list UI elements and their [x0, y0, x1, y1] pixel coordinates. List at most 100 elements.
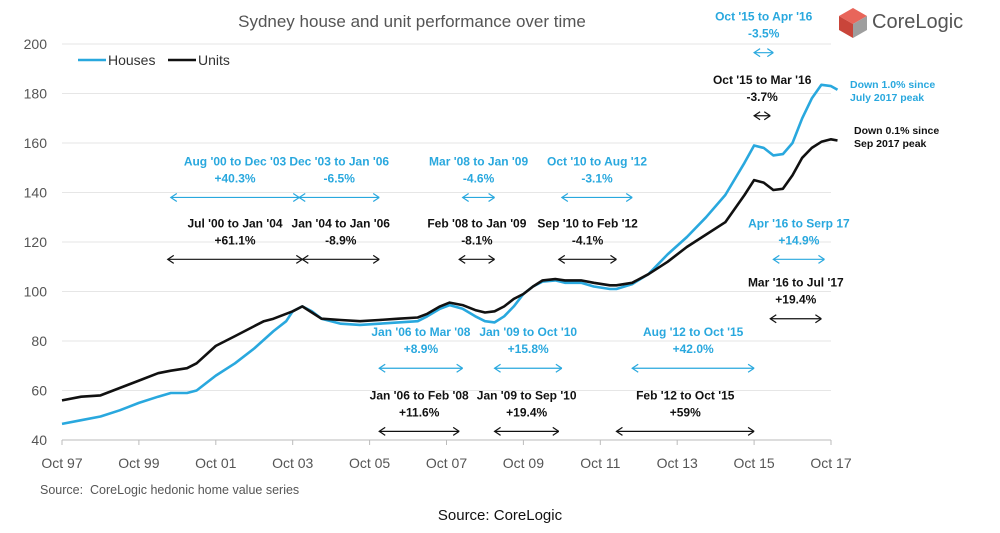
x-tick-label: Oct 15 — [733, 455, 774, 471]
annotation-arrowhead — [763, 111, 771, 121]
annotation-arrowhead — [552, 426, 560, 436]
annotation-arrowhead — [493, 426, 501, 436]
annotation-arrowhead — [298, 192, 306, 202]
annotation-period: Jan '06 to Mar '08 — [371, 325, 470, 339]
annotation-arrowhead — [772, 254, 780, 264]
legend: Houses Units — [78, 52, 230, 68]
annotation-period: Oct '15 to Mar '16 — [713, 73, 812, 87]
x-tick-label: Oct 11 — [580, 455, 620, 471]
annotation-arrowhead — [452, 426, 460, 436]
annotation-arrowhead — [560, 192, 569, 202]
annotation-arrowhead — [166, 254, 175, 264]
annotation-period: Jul '00 to Jan '04 — [187, 216, 282, 230]
annotation-arrowhead — [292, 192, 300, 202]
annotation-arrowhead — [769, 314, 777, 324]
x-tick-label: Oct 17 — [810, 455, 851, 471]
annotation-arrowhead — [766, 48, 774, 58]
annotation-period: Feb '08 to Jan '09 — [427, 216, 526, 230]
annotation-arrowhead — [747, 363, 755, 373]
annotation-change: +19.4% — [506, 405, 547, 419]
x-tick-label: Oct 13 — [657, 455, 698, 471]
annotation-period: Jan '04 to Jan '06 — [292, 216, 391, 230]
annotation-period: Sep '10 to Feb '12 — [537, 216, 638, 230]
y-tick-label: 160 — [24, 135, 48, 151]
annotation-change: +19.4% — [775, 293, 816, 307]
peak-note-line: Down 1.0% since — [850, 79, 935, 91]
annotation-arrowhead — [747, 426, 755, 436]
annotation-period: Aug '00 to Dec '03 — [184, 154, 287, 168]
annotation-period: Jan '09 to Oct '10 — [479, 325, 577, 339]
annotation-period: Jan '06 to Feb '08 — [370, 388, 469, 402]
peak-note-line: Sep 2017 peak — [854, 138, 927, 150]
annotation-period: Mar '08 to Jan '09 — [429, 154, 528, 168]
annotation-arrowhead — [169, 192, 178, 202]
x-tick-label: Oct 09 — [503, 455, 544, 471]
annotation-change: -4.6% — [463, 171, 495, 185]
y-tick-label: 180 — [24, 86, 48, 102]
peak-note-line: Down 0.1% since — [854, 125, 939, 137]
annotation-arrowhead — [488, 254, 495, 264]
y-tick-label: 120 — [24, 234, 48, 250]
chart-title: Sydney house and unit performance over t… — [238, 12, 586, 31]
annotation-arrowhead — [555, 363, 563, 373]
annotation-arrowhead — [378, 426, 386, 436]
gridlines — [62, 43, 831, 441]
y-tick-label: 140 — [24, 185, 48, 201]
annotation-arrowhead — [625, 192, 633, 202]
y-tick-label: 200 — [24, 36, 48, 52]
annotation-period: Feb '12 to Oct '15 — [636, 388, 735, 402]
annotation-arrowhead — [461, 192, 469, 202]
legend-label: Units — [198, 52, 230, 68]
annotation-arrowhead — [372, 192, 380, 202]
annotation-change: -3.7% — [746, 90, 778, 104]
axes: 40 60 80 100 120 140 160 180 200 Oct 97 Oct 99 Oct … — [24, 36, 852, 471]
annotation-change: +15.8% — [508, 342, 549, 356]
annotation-change: +61.1% — [215, 233, 256, 247]
annotation-arrowhead — [615, 426, 623, 436]
annotation-arrowhead — [295, 254, 303, 264]
annotation-change: +14.9% — [778, 233, 819, 247]
annotation-change: -8.9% — [325, 233, 357, 247]
annotation-change: +8.9% — [404, 342, 439, 356]
x-tick-label: Oct 05 — [349, 455, 390, 471]
x-tick-label: Oct 07 — [426, 455, 467, 471]
annotation-change: -4.1% — [572, 233, 604, 247]
logo-brand-text: CoreLogic — [872, 11, 964, 33]
x-tick-label: Oct 01 — [195, 455, 236, 471]
annotation-period: Oct '10 to Aug '12 — [547, 154, 647, 168]
annotation-change: +11.6% — [399, 405, 440, 419]
y-tick-label: 60 — [31, 383, 47, 399]
corelogic-logo: CoreLogic — [836, 6, 986, 40]
annotation-arrowhead — [815, 314, 822, 324]
annotation-period: Dec '03 to Jan '06 — [289, 154, 389, 168]
annotation-arrowhead — [493, 363, 501, 373]
x-tick-label: Oct 03 — [272, 455, 313, 471]
annotation-arrowhead — [301, 254, 309, 264]
annotation-change: +40.3% — [215, 171, 256, 185]
annotation-arrowhead — [456, 363, 463, 373]
image-caption: Source: CoreLogic — [437, 507, 563, 524]
y-tick-label: 40 — [31, 432, 47, 448]
annotation-period: Aug '12 to Oct '15 — [643, 325, 744, 339]
annotation-arrowhead — [378, 363, 386, 373]
annotation-change: -8.1% — [461, 233, 493, 247]
annotation-change: -3.1% — [581, 171, 613, 185]
annotation-period: Apr '16 to Serp 17 — [748, 216, 850, 230]
x-tick-label: Oct 99 — [118, 455, 159, 471]
chart-source: Source: CoreLogic hedonic home value ser… — [40, 483, 299, 497]
annotation-arrowhead — [372, 254, 380, 264]
annotation-change: +42.0% — [673, 342, 714, 356]
annotation-arrowhead — [753, 48, 761, 58]
y-tick-label: 80 — [31, 333, 47, 349]
y-tick-label: 100 — [24, 284, 48, 300]
annotation-period: Oct '15 to Apr '16 — [715, 10, 813, 24]
annotation-arrowhead — [818, 254, 825, 264]
annotation-period: Mar '16 to Jul '17 — [748, 276, 844, 290]
annotation-arrowhead — [557, 254, 566, 264]
series-line-houses — [61, 83, 839, 426]
series-lines — [61, 83, 839, 426]
legend-label: Houses — [108, 52, 155, 68]
annotation-arrowhead — [631, 363, 639, 373]
annotation-arrowhead — [488, 192, 495, 202]
